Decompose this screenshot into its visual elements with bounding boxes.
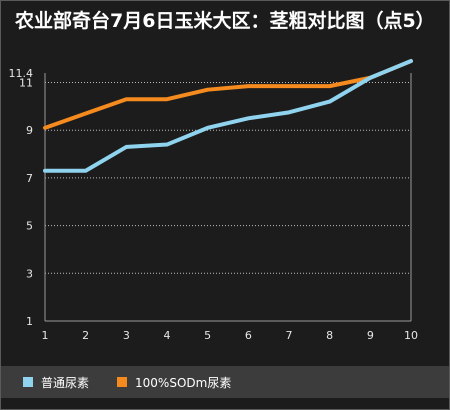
x-tick-label: 2 [82,329,89,342]
legend-item-series-1: 普通尿素 [23,374,89,391]
x-tick-label: 1 [42,329,49,342]
x-tick-label: 7 [286,329,293,342]
x-tick-label: 3 [123,329,130,342]
x-tick-label: 10 [404,329,418,342]
series-line-1 [43,59,413,173]
legend-label-series-1: 普通尿素 [41,375,90,390]
x-tick-label: 6 [245,329,252,342]
y-tick-label: 7 [26,172,33,185]
x-tick-label: 5 [204,329,211,342]
series-line-2 [43,59,413,130]
legend: 普通尿素 100%SODm尿素 [1,366,449,398]
y-tick-label: 9 [26,124,33,137]
y-tick-label: 1 [26,315,33,328]
chart-title: 农业部奇台7月6日玉米大区：茎粗对比图（点5） [15,10,435,32]
legend-label-series-2: 100%SODm尿素 [135,375,232,390]
x-tick-label: 4 [164,329,171,342]
legend-swatch-series-2 [117,377,128,387]
x-tick-label: 8 [326,329,333,342]
y-tick-label: 5 [26,220,33,233]
y-tick-label: 11.4 [9,67,34,80]
x-tick-label: 9 [367,329,374,342]
legend-swatch-series-1 [23,377,33,387]
legend-item-series-2: 100%SODm尿素 [117,374,231,391]
y-tick-label: 3 [26,267,33,280]
y-tick-label: 11 [19,77,33,90]
